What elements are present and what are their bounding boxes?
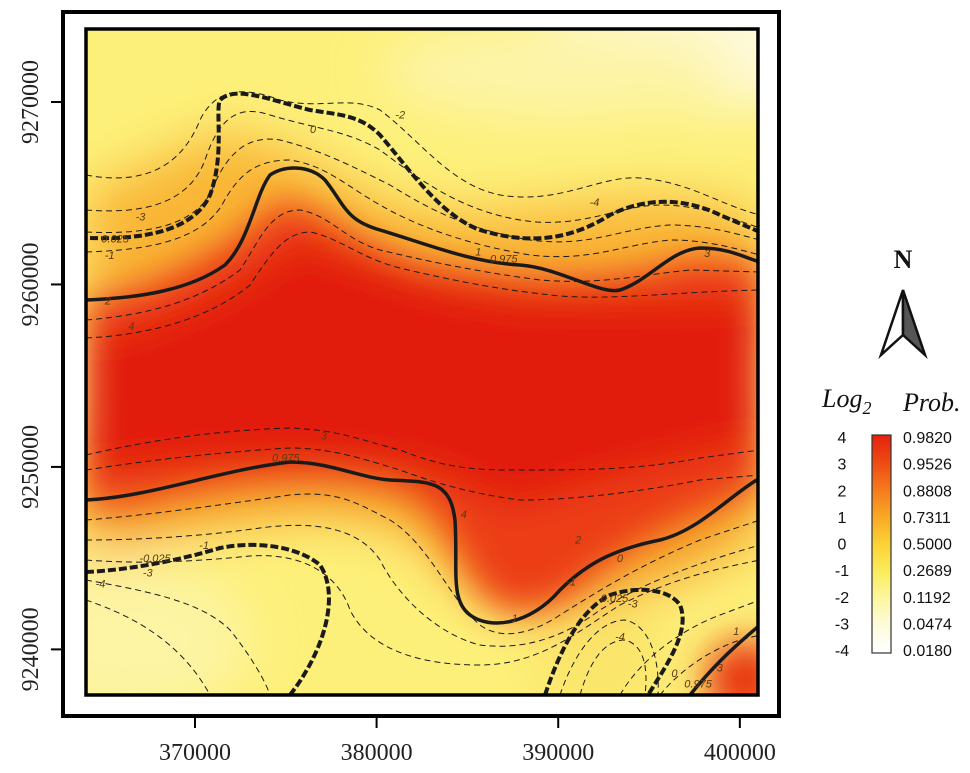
legend-prob-value: 0.1192 xyxy=(903,590,951,607)
contour-label: 2 xyxy=(104,296,111,308)
legend-log-value: 3 xyxy=(838,457,847,474)
legend-log-value: 1 xyxy=(838,510,847,527)
x-tick-label: 370000 xyxy=(159,740,231,766)
legend-prob-value: 0.0474 xyxy=(903,616,952,633)
contour-label: -0.025 xyxy=(139,553,171,565)
legend-log-value: -3 xyxy=(835,616,849,633)
legend-log-value: 4 xyxy=(838,430,847,447)
contour-label: -2 xyxy=(395,109,405,121)
y-tick-label: 9260000 xyxy=(18,242,44,326)
legend-log-value: -2 xyxy=(835,590,849,607)
legend-prob-value: 0.5000 xyxy=(903,537,952,554)
contour-label: -1 xyxy=(199,540,209,552)
legend-prob-value: 0.8808 xyxy=(903,483,952,500)
legend-log-value: 2 xyxy=(838,483,847,500)
contour-lines xyxy=(86,91,758,695)
x-axis: 370000 380000 390000 400000 xyxy=(159,716,776,766)
x-tick-label: 380000 xyxy=(341,740,413,766)
north-arrow-left-half xyxy=(878,289,905,360)
y-tick-label: 9250000 xyxy=(18,425,44,509)
contour-label: 1 xyxy=(512,613,518,625)
contour-label: 0.025 xyxy=(101,233,129,245)
contour-label: 0 xyxy=(310,124,317,136)
contour-label: 4 xyxy=(128,321,134,333)
contour-label: -3 xyxy=(143,567,154,579)
legend-header-prob: Prob. xyxy=(902,388,961,417)
contour-label: 1 xyxy=(475,246,481,258)
contour-label: -4 xyxy=(615,631,625,643)
contour-labels: 0-2-30.025-124-410.975 330.9754-1-0.025-3… xyxy=(96,109,740,690)
contour-label: 3 xyxy=(321,431,328,443)
legend-prob-value: 0.0180 xyxy=(903,643,952,660)
legend-header-log: Log2 xyxy=(821,384,871,418)
legend-color-bar xyxy=(871,434,892,654)
legend: Log2 Prob. 4 0.9820 3 0.9526 2 0.8808 1 0.7311 0… xyxy=(821,384,961,660)
contour-label: 0.975 xyxy=(272,452,300,464)
contour-label: -4 xyxy=(96,578,106,590)
legend-log-value: 0 xyxy=(838,537,847,554)
north-arrow-right-half xyxy=(901,289,928,360)
contour-label: -4 xyxy=(590,197,600,209)
legend-prob-value: 0.7311 xyxy=(903,510,951,527)
legend-log-value: -1 xyxy=(835,563,849,580)
map-inner-frame xyxy=(84,27,760,697)
contour-label: 0 xyxy=(671,668,678,680)
probability-surface xyxy=(86,29,758,695)
y-tick-label: 9270000 xyxy=(18,60,44,144)
x-tick-label: 390000 xyxy=(522,740,594,766)
north-arrow-label: N xyxy=(894,245,913,274)
legend-prob-value: 0.9820 xyxy=(903,430,952,447)
legend-prob-value: 0.9526 xyxy=(903,457,952,474)
contour-label: 0.025 xyxy=(601,593,629,605)
contour-label: -1 xyxy=(566,577,576,589)
contour-label: 0 xyxy=(617,553,624,565)
contour-label: 3 xyxy=(717,662,724,674)
contour-label: 4 xyxy=(461,509,467,521)
contour-label: -1 xyxy=(105,250,115,262)
y-axis: 9240000 9250000 9260000 9270000 xyxy=(18,60,63,691)
contour-label: -3 xyxy=(628,598,639,610)
legend-log-value: -4 xyxy=(835,643,849,660)
contour-label: 1 xyxy=(733,626,739,638)
y-tick-label: 9240000 xyxy=(18,607,44,691)
contour-label: -3 xyxy=(136,212,147,224)
legend-prob-value: 0.2689 xyxy=(903,563,952,580)
contour-label: 3 xyxy=(704,248,711,260)
x-tick-label: 400000 xyxy=(704,740,776,766)
north-arrow: N xyxy=(878,245,928,360)
contour-label: 0.975 xyxy=(490,254,518,266)
contour-label: 0.975 xyxy=(684,679,712,691)
contour-label: 2 xyxy=(574,535,581,547)
